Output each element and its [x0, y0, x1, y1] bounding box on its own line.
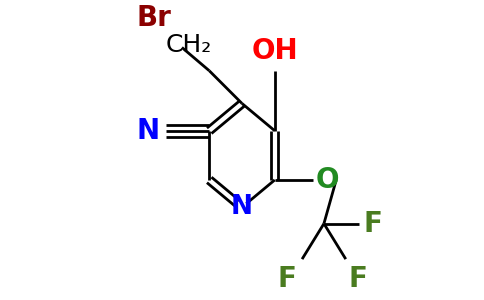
- Text: N: N: [137, 117, 160, 145]
- Text: N: N: [231, 194, 253, 220]
- Text: OH: OH: [252, 37, 298, 65]
- Text: F: F: [348, 265, 367, 292]
- Text: O: O: [316, 166, 339, 194]
- Text: F: F: [363, 210, 382, 238]
- Text: CH₂: CH₂: [166, 33, 212, 57]
- Text: Br: Br: [136, 4, 171, 32]
- Text: F: F: [278, 265, 297, 292]
